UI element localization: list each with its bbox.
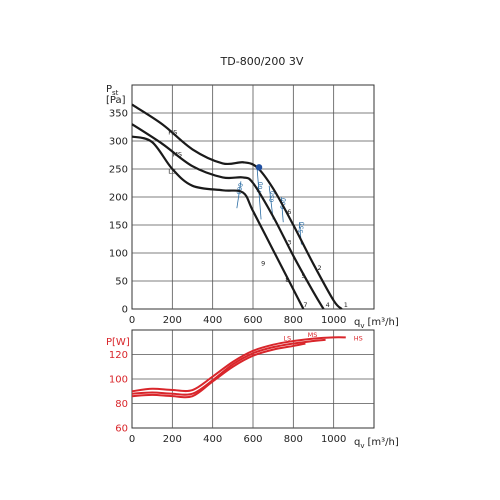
isoline-label: 600 [279, 197, 288, 210]
pressure-curve-label: HS [168, 128, 177, 136]
power-ytick-label: 120 [109, 350, 128, 361]
isoline-label: 650 [268, 190, 277, 203]
main-ytick-label: 200 [109, 193, 128, 204]
power-grid [131, 329, 375, 429]
power-xtick-label: 600 [243, 434, 262, 445]
power-xtick-label: 800 [284, 434, 303, 445]
main-ytick-label: 0 [122, 305, 128, 316]
main-xtick-label: 0 [129, 315, 135, 326]
power-xtick-label: 200 [163, 434, 182, 445]
main-ylabel-unit: [Pa] [106, 95, 126, 106]
main-xtick-label: 1000 [321, 315, 346, 326]
point-marker-label: 9 [261, 259, 265, 267]
point-marker-label: 1 [344, 301, 348, 309]
point-marker-label: 8 [285, 276, 289, 284]
power-curve-ls [131, 342, 306, 399]
pressure-curve-label: LS [168, 167, 176, 175]
main-ticks: 0 200 400 600 800 1000 0 50 100 150 200 250 300 350 [109, 109, 346, 327]
pressure-curve-ls [131, 135, 305, 310]
point-marker-label: 3 [287, 239, 291, 247]
main-xlabel: qv [m³/h] [354, 317, 399, 330]
main-xtick-label: 200 [163, 315, 182, 326]
operating-point [255, 164, 263, 171]
isoline [236, 181, 242, 209]
main-chart: 0 200 400 600 800 1000 0 50 100 150 200 250 300 350 8… [106, 84, 399, 330]
power-curve-label: MS [308, 331, 318, 339]
power-curve-label: HS [354, 334, 363, 342]
power-curve-ms [131, 338, 326, 396]
power-ticks: 0 200 400 600 800 1000 60 80 100 120 [109, 350, 346, 445]
power-xtick-label: 400 [203, 434, 222, 445]
power-ytick-label: 100 [109, 375, 128, 386]
power-series: HS MS LS [131, 331, 363, 399]
power-ytick-label: 60 [115, 424, 128, 435]
main-ytick-label: 50 [115, 277, 128, 288]
pressure-curve-label: MS [172, 151, 182, 159]
point-marker-label: 5 [301, 272, 305, 280]
pressure-curve-ms [131, 123, 325, 310]
isoline-label: 550 [297, 221, 306, 234]
power-curve-label: LS [283, 334, 291, 342]
point-marker-label: 6 [287, 208, 291, 216]
main-grid [131, 84, 375, 310]
point-marker-label: 7 [303, 301, 307, 309]
point-marker-label: 2 [318, 264, 322, 272]
main-ytick-label: 300 [109, 137, 128, 148]
power-xlabel: qv [m³/h] [354, 437, 399, 450]
point-marker-label: 4 [326, 301, 330, 309]
power-xtick-label: 0 [129, 434, 135, 445]
main-ytick-label: 250 [109, 165, 128, 176]
main-ytick-label: 100 [109, 249, 128, 260]
isoline-label: 700 [256, 181, 265, 194]
main-xtick-label: 800 [284, 315, 303, 326]
power-xtick-label: 1000 [321, 434, 346, 445]
power-ylabel: P[W] [106, 337, 130, 348]
main-markers: 1 2 3 4 5 6 7 8 9 [255, 164, 348, 309]
chart-title: TD-800/200 3V [220, 55, 304, 68]
main-ytick-label: 350 [109, 109, 128, 120]
power-ytick-label: 80 [115, 399, 128, 410]
main-xtick-label: 400 [203, 315, 222, 326]
isoline-label: 800 [236, 182, 245, 195]
main-ylabel: Pst [106, 84, 119, 97]
main-ytick-label: 150 [109, 221, 128, 232]
power-curve-hs [131, 336, 346, 393]
main-xtick-label: 600 [243, 315, 262, 326]
